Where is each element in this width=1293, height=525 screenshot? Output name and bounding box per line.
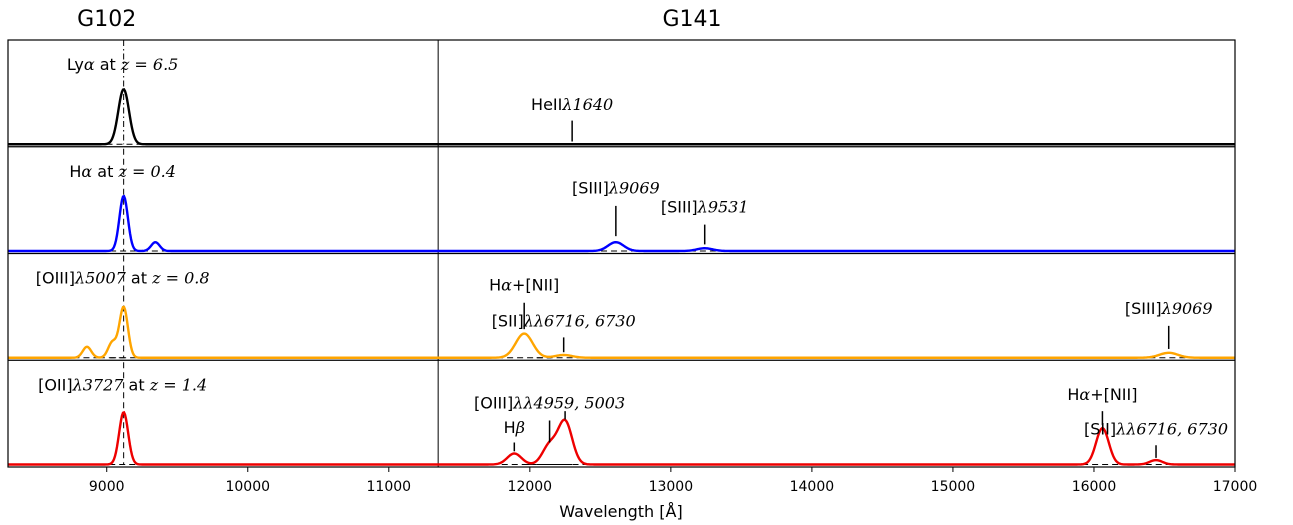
annotation-label: [SIII]λ9069 — [1125, 299, 1213, 318]
spectrum-line — [8, 410, 1235, 466]
panel-3: [OII]λ3727 at z = 1.4 Hβ [OIII]λλ4959, 500… — [8, 359, 1235, 466]
x-tick-label: 17000 — [1213, 479, 1258, 495]
x-axis-label: Wavelength [Å] — [559, 502, 682, 521]
x-tick-label: 10000 — [225, 479, 270, 495]
panel-title: Hα at z = 0.4 — [69, 162, 176, 181]
annotation-label: Hα+[NII] — [1067, 385, 1137, 404]
plot-frame — [7, 39, 1236, 468]
annotation-label: [SIII]λ9531 — [661, 198, 749, 217]
annotation-label: HeIIλ1640 — [531, 95, 613, 114]
annotation-label: [SII]λλ6716, 6730 — [1084, 419, 1228, 438]
panel-title: [OII]λ3727 at z = 1.4 — [38, 375, 207, 394]
panel-title: Lyα at z = 6.5 — [67, 55, 178, 74]
x-tick-label: 13000 — [649, 479, 694, 495]
x-tick-label: 9000 — [89, 479, 125, 495]
grism-label-g102: G102 — [77, 7, 136, 32]
x-tick-label: 11000 — [367, 479, 412, 495]
panels: Lyα at z = 6.5 HeIIλ1640 Hα at z = 0.4 [SII… — [8, 40, 1235, 467]
annotation-label: [OIII]λλ4959, 5003 — [474, 393, 625, 412]
x-tick-label: 12000 — [508, 479, 553, 495]
spectrum-line — [8, 87, 1235, 146]
spectrum-line — [8, 194, 1235, 253]
annotation-label: Hβ — [504, 418, 525, 437]
panel-title: [OIII]λ5007 at z = 0.8 — [36, 269, 210, 288]
x-axis: 9000 10000 11000 12000 13000 14000 15000 16000 1… — [89, 467, 1257, 495]
panel-1: Hα at z = 0.4 [SIII]λ9069[SIII]λ9531 — [8, 146, 1235, 253]
spectrum-line — [8, 305, 1235, 359]
annotation-label: Hα+[NII] — [489, 276, 559, 295]
x-tick-label: 16000 — [1072, 479, 1117, 495]
grism-labels: G102 G141 — [77, 7, 721, 32]
panel-2: [OIII]λ5007 at z = 0.8 Hα+[NII] [SII]λλ671… — [8, 252, 1235, 359]
x-tick-label: 15000 — [931, 479, 976, 495]
panel-0: Lyα at z = 6.5 HeIIλ1640 — [8, 40, 1235, 146]
annotation-label: [SIII]λ9069 — [572, 178, 660, 197]
x-tick-label: 14000 — [790, 479, 835, 495]
grism-label-g141: G141 — [662, 7, 721, 32]
annotation-label: [SII]λλ6716, 6730 — [492, 311, 636, 330]
